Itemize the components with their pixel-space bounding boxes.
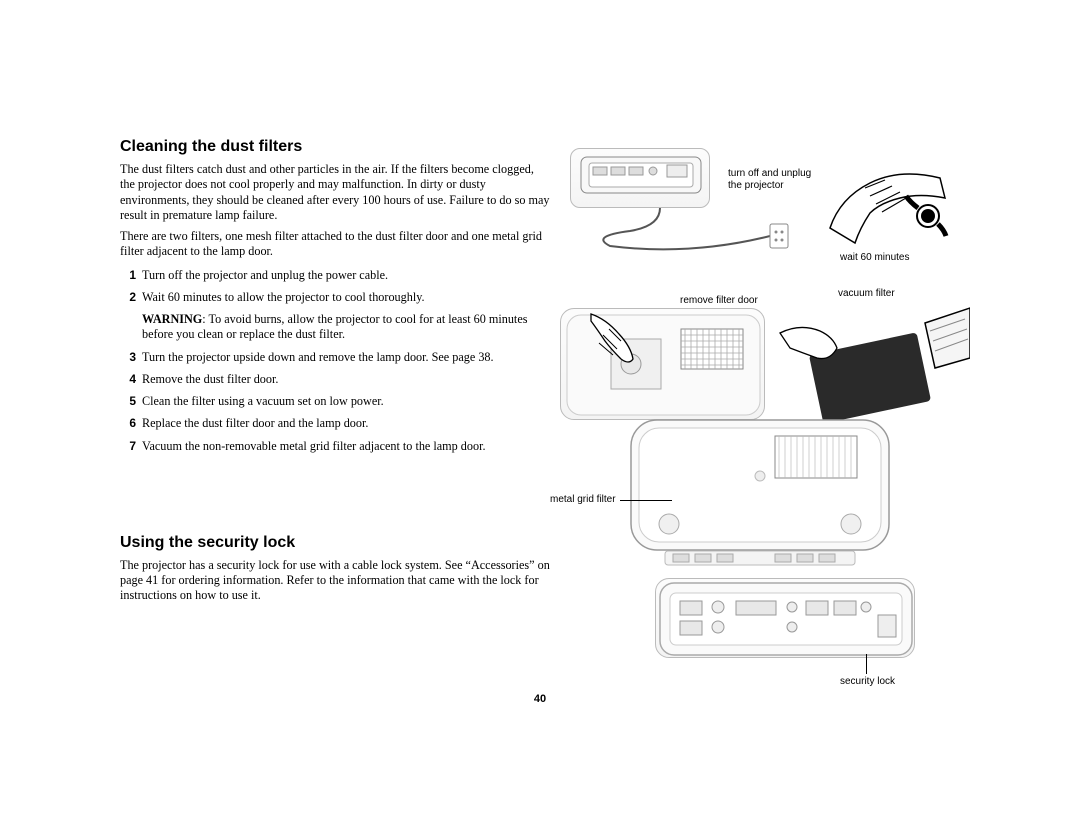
caption-wait-60: wait 60 minutes — [840, 252, 909, 264]
caption-vacuum-filter: vacuum filter — [838, 288, 895, 300]
intro-paragraph-2: There are two filters, one mesh filter a… — [120, 229, 550, 260]
caption-remove-filter: remove filter door — [680, 295, 758, 307]
step-text: Turn off the projector and unplug the po… — [142, 268, 388, 283]
security-lock-body: The projector has a security lock for us… — [120, 558, 550, 604]
heading-cleaning: Cleaning the dust filters — [120, 138, 550, 156]
page-number: 40 — [0, 693, 1080, 705]
step-text: Clean the filter using a vacuum set on l… — [142, 394, 384, 409]
caption-metal-grid: metal grid filter — [550, 494, 616, 506]
illus-remove-filter-door — [560, 308, 765, 420]
step-text: Replace the dust filter door and the lam… — [142, 416, 368, 431]
step-number: 5 — [120, 394, 136, 408]
steps-list: 1 Turn off the projector and unplug the … — [120, 268, 550, 454]
warning-block: WARNING: To avoid burns, allow the proje… — [142, 312, 550, 343]
caption-turn-off: turn off and unplugthe projector — [728, 168, 818, 192]
illus-projector-bottom — [625, 416, 895, 566]
caption-security-lock: security lock — [840, 676, 895, 688]
illus-projector-rear — [655, 578, 915, 658]
step-number: 7 — [120, 439, 136, 453]
step-number: 4 — [120, 372, 136, 386]
step-2: 2 Wait 60 minutes to allow the projector… — [120, 290, 550, 305]
step-text: Vacuum the non-removable metal grid filt… — [142, 439, 486, 454]
left-column: Cleaning the dust filters The dust filte… — [120, 138, 550, 610]
heading-security-lock: Using the security lock — [120, 534, 550, 552]
illustration-column: turn off and unplugthe projector wait 60… — [560, 138, 970, 698]
step-number: 3 — [120, 350, 136, 364]
step-text: Wait 60 minutes to allow the projector t… — [142, 290, 425, 305]
step-6: 6 Replace the dust filter door and the l… — [120, 416, 550, 431]
power-cable-icon — [570, 206, 800, 256]
intro-paragraph-1: The dust filters catch dust and other pa… — [120, 162, 550, 223]
step-number: 2 — [120, 290, 136, 304]
step-3: 3 Turn the projector upside down and rem… — [120, 350, 550, 365]
step-text: Remove the dust filter door. — [142, 372, 278, 387]
lead-line-metal-grid — [620, 500, 672, 501]
illus-wait-hand — [810, 158, 955, 258]
step-number: 1 — [120, 268, 136, 282]
illus-projector-unplug — [570, 148, 710, 208]
step-text: Turn the projector upside down and remov… — [142, 350, 494, 365]
step-5: 5 Clean the filter using a vacuum set on… — [120, 394, 550, 409]
step-4: 4 Remove the dust filter door. — [120, 372, 550, 387]
section-security-lock: Using the security lock The projector ha… — [120, 534, 550, 604]
step-7: 7 Vacuum the non-removable metal grid fi… — [120, 439, 550, 454]
illus-vacuum-filter — [775, 303, 970, 423]
warning-label: WARNING — [142, 312, 202, 326]
lead-line-security — [866, 654, 867, 674]
step-number: 6 — [120, 416, 136, 430]
step-1: 1 Turn off the projector and unplug the … — [120, 268, 550, 283]
